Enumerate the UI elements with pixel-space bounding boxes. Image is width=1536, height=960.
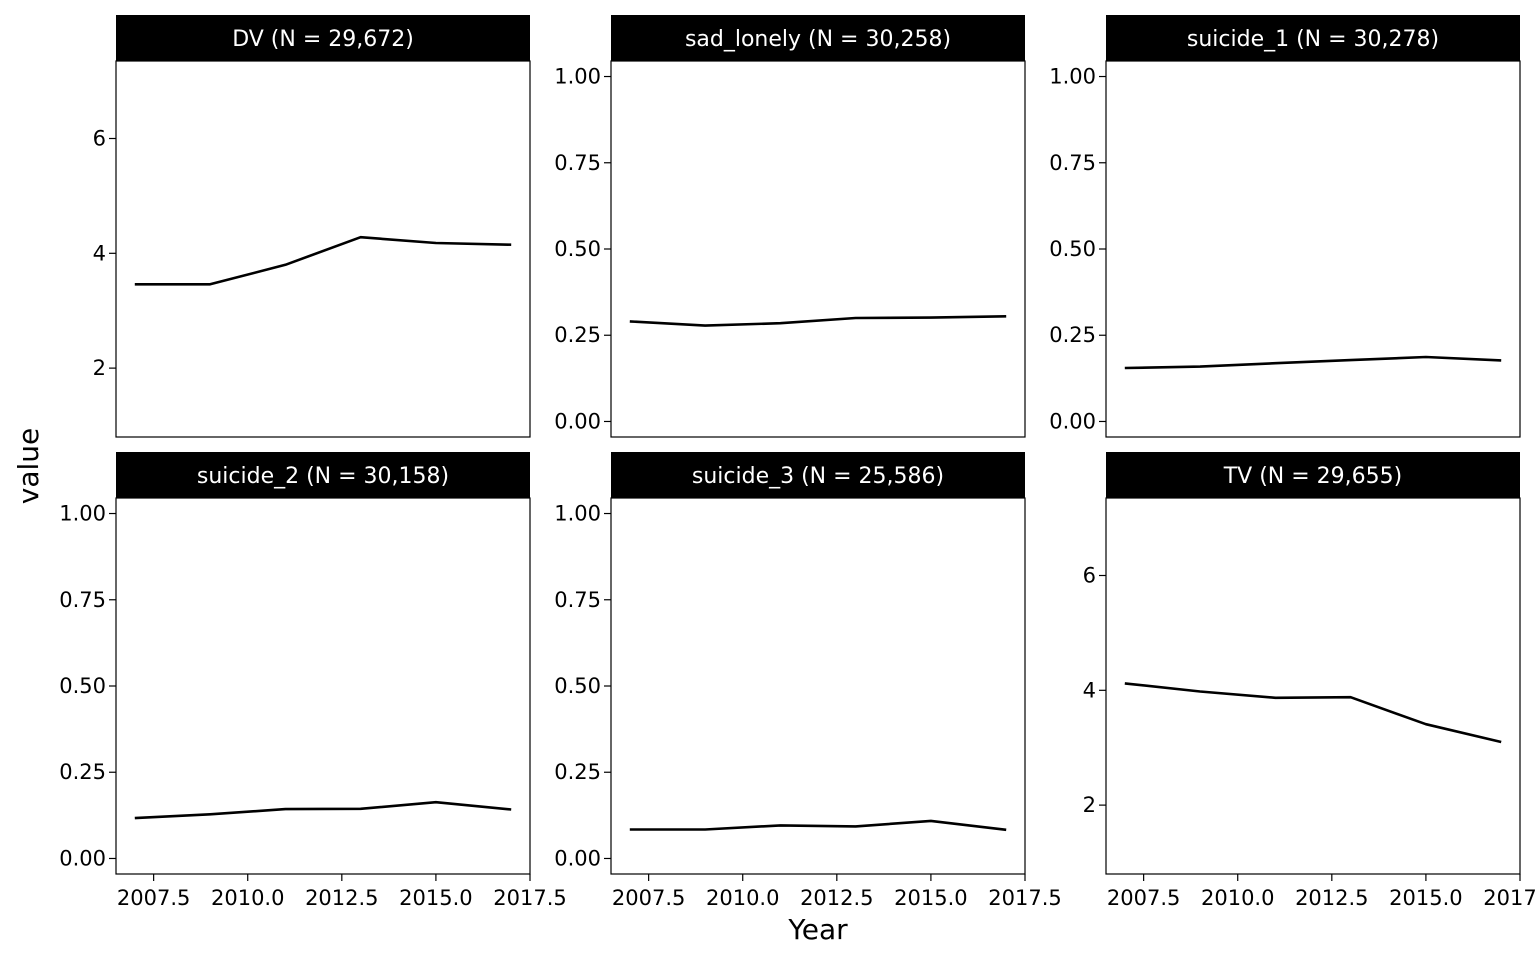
x-tick-label: 2015.0: [1389, 886, 1462, 910]
series-line: [1124, 682, 1502, 744]
panel-border: [1105, 60, 1521, 438]
y-tick-label: 0.25: [59, 760, 106, 784]
facet-title: suicide_1 (N = 30,278): [1187, 27, 1439, 52]
panel-border: [115, 60, 531, 438]
y-tick-label: 1.00: [1049, 65, 1096, 89]
facet-strip: [1106, 452, 1520, 498]
facet-panel: suicide_1 (N = 30,278) 0.00 0.25 0.50 0.75 1.…: [1049, 15, 1521, 438]
y-tick-label: 0.50: [59, 674, 106, 698]
y-tick-label: 6: [1083, 563, 1096, 587]
facet-panels: DV (N = 29,672) 2 4 6 sad_lonely (N = 30,258…: [59, 15, 1536, 910]
x-tick-label: 2010.0: [1201, 886, 1274, 910]
facet-strip: [116, 15, 530, 61]
y-tick-label: 2: [1083, 793, 1096, 817]
facet-panel: DV (N = 29,672) 2 4 6: [93, 15, 531, 438]
x-tick-label: 2012.5: [305, 886, 378, 910]
x-axis-title: Year: [787, 913, 848, 946]
x-tick-label: 2012.5: [1295, 886, 1368, 910]
y-tick-label: 0.00: [554, 846, 601, 870]
facet-strip: [611, 15, 1025, 61]
series-line: [629, 315, 1007, 327]
series-line: [1124, 355, 1502, 370]
x-tick-label: 2007.5: [612, 886, 685, 910]
panel-border: [115, 497, 531, 875]
y-tick-label: 0.75: [59, 588, 106, 612]
x-tick-label: 2007.5: [117, 886, 190, 910]
series-line: [134, 235, 512, 286]
y-tick-label: 1.00: [59, 502, 106, 526]
x-tick-label: 2017.5: [988, 886, 1061, 910]
y-tick-label: 0.00: [59, 846, 106, 870]
facet-panel: TV (N = 29,655) 2 4 6 2007.5 2010.0 2012.5 2015…: [1083, 452, 1536, 910]
facet-strip: [611, 452, 1025, 498]
y-tick-label: 0.00: [554, 409, 601, 433]
series-line: [134, 800, 512, 820]
y-tick-label: 6: [93, 126, 106, 150]
facet-title: TV (N = 29,655): [1223, 464, 1403, 489]
y-tick-label: 0.00: [1049, 409, 1096, 433]
facet-panel: sad_lonely (N = 30,258) 0.00 0.25 0.50 0.75 1…: [554, 15, 1026, 438]
x-tick-label: 2007.5: [1107, 886, 1180, 910]
y-tick-label: 0.50: [1049, 237, 1096, 261]
panel-border: [1105, 497, 1521, 875]
panel-border: [610, 497, 1026, 875]
facet-title: suicide_2 (N = 30,158): [197, 464, 449, 489]
facet-strip: [1106, 15, 1520, 61]
y-tick-label: 0.75: [1049, 151, 1096, 175]
y-tick-label: 2: [93, 356, 106, 380]
y-tick-label: 0.50: [554, 237, 601, 261]
x-tick-label: 2017.5: [1483, 886, 1536, 910]
y-tick-label: 1.00: [554, 502, 601, 526]
y-tick-label: 1.00: [554, 65, 601, 89]
x-tick-label: 2015.0: [399, 886, 472, 910]
y-tick-label: 0.75: [554, 151, 601, 175]
y-axis-title: value: [12, 428, 45, 504]
y-tick-label: 0.50: [554, 674, 601, 698]
facet-strip: [116, 452, 530, 498]
y-tick-label: 0.25: [1049, 323, 1096, 347]
facet-panel: suicide_2 (N = 30,158) 0.00 0.25 0.50 0.75 1.…: [59, 452, 567, 910]
y-tick-label: 0.25: [554, 323, 601, 347]
y-tick-label: 0.25: [554, 760, 601, 784]
series-line: [629, 819, 1007, 832]
x-tick-label: 2010.0: [706, 886, 779, 910]
panel-border: [610, 60, 1026, 438]
facet-title: DV (N = 29,672): [232, 27, 414, 52]
y-tick-label: 0.75: [554, 588, 601, 612]
y-tick-label: 4: [93, 241, 106, 265]
x-tick-label: 2012.5: [800, 886, 873, 910]
facet-title: sad_lonely (N = 30,258): [685, 27, 951, 52]
x-tick-label: 2015.0: [894, 886, 967, 910]
x-tick-label: 2010.0: [211, 886, 284, 910]
facet-panel: suicide_3 (N = 25,586) 0.00 0.25 0.50 0.75 1.…: [554, 452, 1062, 910]
facet-title: suicide_3 (N = 25,586): [692, 464, 944, 489]
x-tick-label: 2017.5: [493, 886, 566, 910]
y-tick-label: 4: [1083, 678, 1096, 702]
